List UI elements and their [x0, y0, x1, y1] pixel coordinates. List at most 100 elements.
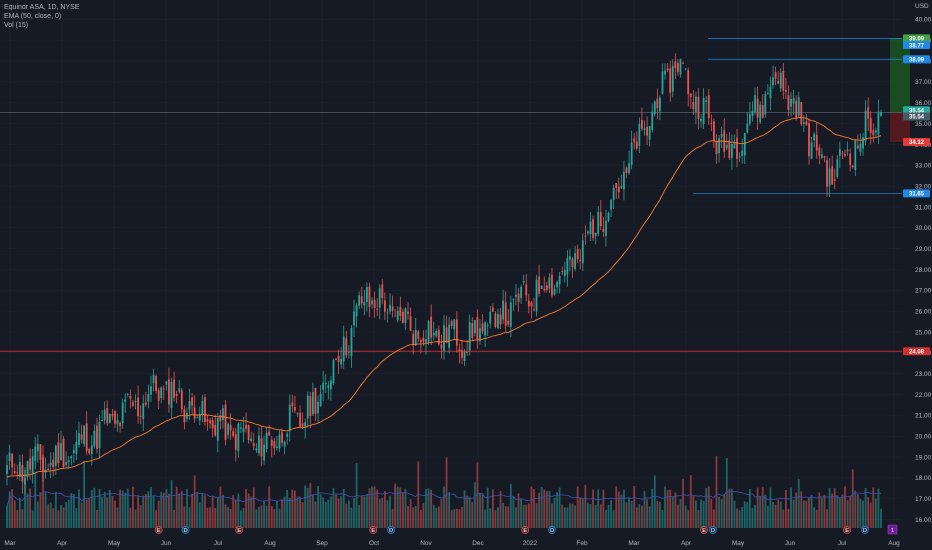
candle-body: [697, 96, 700, 120]
candle-body: [229, 425, 232, 431]
candle-body: [399, 306, 402, 317]
volume-bar: [761, 486, 764, 528]
candle-body: [401, 311, 404, 323]
volume-bar: [540, 487, 543, 528]
candle-body: [60, 443, 62, 461]
candle-body: [486, 325, 489, 327]
volume-bar: [664, 486, 666, 528]
candle-body: [157, 390, 160, 401]
volume-bar: [579, 497, 582, 528]
dividend-marker[interactable]: [548, 526, 556, 534]
dividend-marker[interactable]: [709, 526, 717, 534]
volume-bar: [96, 510, 98, 528]
candle-body: [327, 385, 330, 389]
candle-body: [360, 296, 363, 304]
volume-bar: [527, 503, 530, 528]
candle-body: [880, 112, 882, 116]
time-tick-label: Sep: [316, 540, 328, 547]
dividend-marker[interactable]: [387, 526, 396, 534]
ema-indicator-label[interactable]: EMA (50, close, 0): [4, 13, 62, 20]
volume-bar: [751, 508, 754, 528]
volume-bar: [211, 496, 214, 528]
earnings-marker[interactable]: [700, 526, 708, 534]
volume-bar: [695, 500, 697, 528]
candle-body: [216, 418, 219, 441]
symbol-title[interactable]: Equinor ASA, 1D, NYSE: [4, 4, 80, 11]
candle-body: [345, 338, 348, 356]
volume-bar: [263, 500, 265, 528]
candle-body: [849, 153, 852, 165]
volume-bar: [150, 487, 152, 528]
candle-body: [245, 424, 247, 429]
candle-body: [96, 425, 98, 450]
volume-bar: [425, 489, 427, 528]
volume-bar: [551, 503, 553, 528]
candle-body: [725, 144, 728, 149]
volume-bar: [142, 495, 145, 528]
volume-bar: [754, 505, 756, 528]
volume-bar: [227, 507, 229, 528]
volume-moving-average: [6, 490, 882, 506]
candle-body: [13, 471, 16, 474]
volume-bar: [633, 486, 636, 528]
earnings-marker[interactable]: [369, 526, 378, 534]
volume-bar: [581, 498, 584, 528]
dividend-marker[interactable]: [181, 526, 190, 534]
candle-body: [394, 315, 397, 317]
volume-bar: [430, 489, 433, 528]
candle-body: [49, 462, 52, 466]
volume-bar: [689, 475, 692, 528]
volume-bar: [186, 489, 188, 528]
volume-bar: [335, 494, 337, 528]
volume-bar: [561, 504, 564, 528]
candle-body: [718, 138, 720, 154]
candle-body: [494, 313, 497, 327]
earnings-marker[interactable]: [843, 526, 851, 534]
volume-bar: [605, 510, 607, 528]
candle-body: [21, 464, 24, 482]
volume-bar: [371, 486, 373, 528]
time-axis[interactable]: Mar Apr May Jun Jul Aug Sep Oct Nov Dec 2022 Feb Mar…: [4, 524, 900, 547]
candle-body: [491, 307, 494, 312]
earnings-marker[interactable]: [154, 526, 163, 534]
volume-indicator-label[interactable]: Vol (15): [4, 22, 29, 29]
earnings-marker[interactable]: [235, 526, 244, 534]
candle-body: [168, 379, 170, 405]
candle-body: [468, 322, 471, 351]
candle-body: [101, 419, 104, 422]
volume-bar: [715, 456, 718, 528]
candle-body: [772, 77, 774, 86]
time-tick-label: 2022: [523, 540, 538, 547]
volume-bar: [849, 495, 852, 528]
candle-body: [623, 171, 625, 190]
volume-bar: [851, 469, 854, 528]
candle-body: [247, 425, 250, 441]
volume-bar: [700, 499, 702, 528]
candle-body: [795, 100, 798, 119]
volume-bar: [124, 492, 127, 528]
price-tag-label: 35.54: [909, 108, 925, 114]
timeline-badge[interactable]: [887, 524, 898, 535]
candle-body: [170, 382, 173, 409]
volume-bar: [489, 508, 492, 528]
volume-bar: [635, 507, 638, 528]
candle-body: [700, 118, 702, 122]
volume-bar: [587, 503, 589, 528]
candle-body: [551, 274, 553, 296]
dividend-marker[interactable]: [861, 526, 869, 534]
volume-bar: [65, 502, 68, 528]
earnings-marker[interactable]: [521, 526, 530, 534]
candle-body: [26, 461, 29, 477]
candle-body: [409, 316, 412, 331]
candle-body: [497, 314, 499, 329]
candle-body: [656, 98, 659, 109]
volume-bar: [188, 507, 191, 528]
candle-body: [530, 302, 533, 307]
volume-bar: [93, 487, 96, 528]
volume-bar: [856, 494, 859, 528]
volume-bar: [641, 505, 643, 528]
candle-body: [42, 457, 44, 471]
volume-bar: [288, 497, 291, 528]
